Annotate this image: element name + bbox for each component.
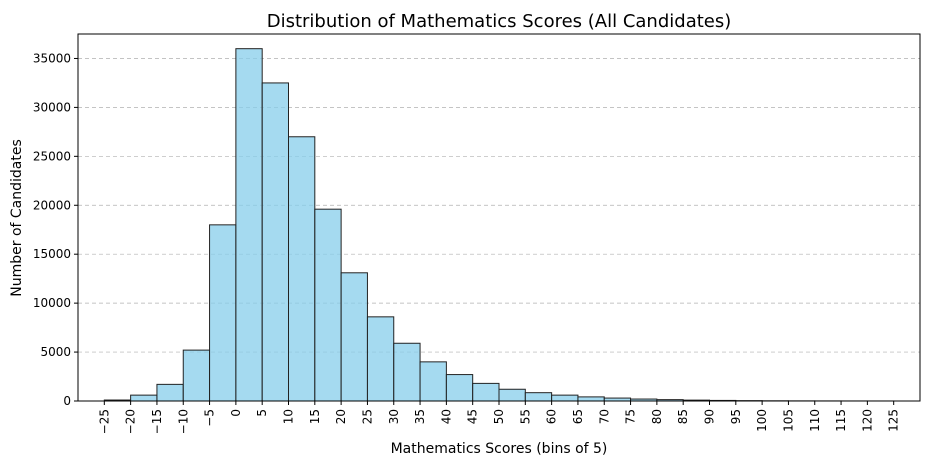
x-tick-label: 15	[308, 409, 322, 424]
x-tick-label: 30	[387, 409, 401, 424]
x-tick-label: −20	[124, 409, 138, 434]
x-tick-label: 85	[676, 409, 690, 424]
x-tick-label: 45	[466, 409, 480, 424]
histogram-bar	[498, 388, 526, 402]
x-tick-label: 125	[887, 409, 901, 432]
x-tick-label: −15	[150, 409, 164, 434]
y-tick-label: 0	[63, 394, 71, 408]
x-tick-label: 75	[624, 409, 638, 424]
x-tick-label: −25	[97, 409, 111, 434]
histogram-bar	[577, 396, 605, 402]
y-tick-label: 10000	[33, 296, 71, 310]
y-tick-label: 5000	[40, 345, 71, 359]
histogram-bar	[393, 342, 421, 402]
histogram-bar	[288, 136, 316, 402]
x-tick-label: −5	[203, 409, 217, 427]
histogram-bar	[340, 272, 368, 402]
x-tick-label: 5	[255, 409, 269, 417]
x-tick-label: 0	[229, 409, 243, 417]
x-tick-label: 95	[729, 409, 743, 424]
x-axis-ticks: −25 −20 −15 −10 −5 0 5 10 15 20 25 30 35 40 45 50 55 60 65…	[97, 401, 901, 434]
x-tick-label: 105	[781, 409, 795, 432]
x-tick-label: 100	[755, 409, 769, 432]
y-axis-label: Number of Candidates	[9, 139, 25, 297]
x-tick-label: 20	[334, 409, 348, 424]
x-tick-label: 120	[860, 409, 874, 432]
chart-title: Distribution of Mathematics Scores (All …	[267, 11, 732, 32]
y-tick-label: 15000	[33, 247, 71, 261]
plot-frame	[77, 33, 921, 402]
histogram-bar	[209, 224, 237, 402]
histogram-bar	[182, 349, 211, 402]
histogram-bar	[419, 361, 447, 402]
x-tick-label: 55	[518, 409, 532, 424]
x-tick-label: 65	[571, 409, 585, 424]
x-tick-label: −10	[176, 409, 190, 434]
x-tick-label: 60	[545, 409, 559, 424]
x-tick-label: 90	[703, 409, 717, 424]
y-tick-label: 30000	[33, 100, 71, 114]
histogram-bar	[472, 382, 500, 402]
x-tick-label: 35	[413, 409, 427, 424]
x-tick-label: 70	[597, 409, 611, 424]
y-tick-label: 35000	[33, 51, 71, 65]
x-tick-label: 10	[282, 409, 296, 424]
bars	[103, 48, 895, 402]
x-tick-label: 50	[492, 409, 506, 424]
y-axis-ticks: 0 5000 10000 15000 20000 25000 30000 35000	[33, 51, 78, 408]
y-tick-label: 25000	[33, 149, 71, 163]
x-axis-label: Mathematics Scores (bins of 5)	[391, 441, 608, 457]
x-tick-label: 110	[808, 409, 822, 432]
x-tick-label: 25	[360, 409, 374, 424]
histogram-bar	[445, 374, 474, 402]
x-tick-label: 80	[650, 409, 664, 424]
histogram-bar	[524, 392, 553, 402]
histogram-bar	[551, 394, 579, 402]
histogram-bar	[130, 394, 158, 402]
y-tick-label: 20000	[33, 198, 71, 212]
histogram-bar	[366, 316, 395, 402]
x-tick-label: 115	[834, 409, 848, 432]
x-tick-label: 40	[439, 409, 453, 424]
histogram-bar	[156, 383, 184, 402]
histogram-bar	[261, 82, 289, 402]
histogram-bar	[314, 208, 342, 402]
histogram-bar	[235, 48, 263, 402]
